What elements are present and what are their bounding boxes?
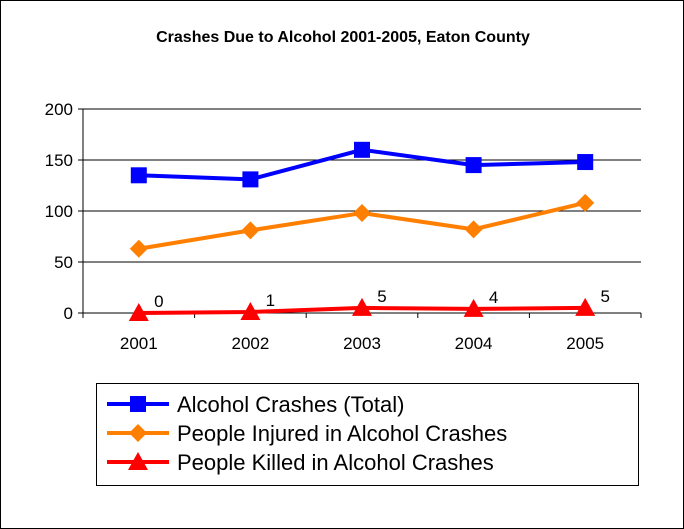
x-tick-label: 2002 [231,334,269,353]
x-tick-label: 2001 [120,334,158,353]
y-tick-label: 100 [45,202,73,221]
data-point-0 [130,167,147,184]
legend-swatch [107,396,169,412]
y-tick-label: 50 [54,253,73,272]
chart-title: Crashes Due to Alcohol 2001-2005, Eaton … [156,29,530,46]
data-point-0 [465,157,482,174]
data-point-1 [576,193,595,212]
legend-swatch [107,452,169,470]
plot-area: 0 50 100 150 200 2001 2002 2003 2004 2005 0 1 5 4 5 [45,100,642,353]
data-label: 0 [154,292,163,311]
legend-label: People Killed in Alcohol Crashes [177,450,494,475]
data-label: 1 [266,291,275,310]
data-label: 5 [377,287,386,306]
y-tick-label: 200 [45,100,73,119]
data-label: 4 [489,288,498,307]
data-point-1 [353,204,371,223]
y-tick-label: 0 [64,304,73,323]
data-point-0 [354,141,370,158]
legend-label: Alcohol Crashes (Total) [177,392,405,417]
data-point-2 [128,303,149,321]
data-point-1 [129,239,148,258]
x-tick-label: 2003 [343,334,381,353]
legend-item: People Killed in Alcohol Crashes [97,448,637,475]
data-point-0 [242,171,259,188]
legend: Alcohol Crashes (Total) People Injured in… [96,383,639,486]
legend-item: Alcohol Crashes (Total) [97,390,637,417]
data-point-1 [464,220,483,239]
data-point-1 [241,221,260,240]
data-point-2 [463,298,484,317]
x-tick-label: 2005 [566,334,604,353]
data-point-0 [577,154,594,171]
legend-swatch [107,424,169,442]
y-tick-label: 150 [45,151,73,170]
legend-item: People Injured in Alcohol Crashes [97,419,637,446]
data-point-2 [352,297,372,316]
x-tick-label: 2004 [455,334,493,353]
data-point-2 [575,297,596,316]
data-point-2 [240,301,261,320]
data-label: 5 [600,287,609,306]
legend-label: People Injured in Alcohol Crashes [177,421,508,446]
